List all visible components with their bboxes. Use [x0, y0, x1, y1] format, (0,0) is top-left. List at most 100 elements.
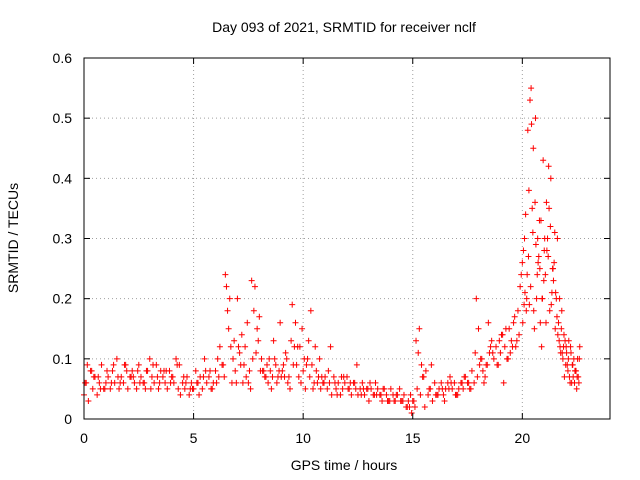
data-point [154, 374, 160, 380]
data-point [138, 374, 144, 380]
data-point [236, 344, 242, 350]
data-point [182, 386, 188, 392]
data-point [255, 338, 261, 344]
data-point [151, 380, 157, 386]
data-point [232, 368, 238, 374]
data-point [149, 374, 155, 380]
data-point [526, 302, 532, 308]
data-point [194, 380, 200, 386]
data-point [540, 157, 546, 163]
data-point [556, 338, 562, 344]
data-point [225, 308, 231, 314]
data-point [164, 386, 170, 392]
data-point [543, 320, 549, 326]
data-point [109, 368, 115, 374]
data-point [414, 386, 420, 392]
data-point [502, 344, 508, 350]
data-point [529, 205, 535, 211]
data-point [274, 380, 280, 386]
data-point [525, 127, 531, 133]
data-point [536, 217, 542, 223]
plot-frame [84, 58, 610, 419]
data-point [508, 338, 514, 344]
data-point [535, 236, 541, 242]
grid-lines [84, 58, 610, 419]
data-point [226, 326, 232, 332]
data-point [234, 296, 240, 302]
data-point [135, 368, 141, 374]
data-point [537, 320, 543, 326]
data-point [242, 344, 248, 350]
data-point [511, 320, 517, 326]
data-point [325, 368, 331, 374]
data-point [493, 344, 499, 350]
data-point [111, 362, 117, 368]
data-point [227, 296, 233, 302]
data-point [479, 356, 485, 362]
x-tick-label: 5 [190, 430, 198, 446]
data-point [425, 392, 431, 398]
data-point [561, 374, 567, 380]
data-point [143, 368, 149, 374]
data-point [216, 374, 222, 380]
data-point [199, 386, 205, 392]
data-point [97, 386, 103, 392]
data-point [358, 392, 364, 398]
data-point [539, 296, 545, 302]
data-point [129, 368, 135, 374]
data-point [548, 302, 554, 308]
data-point [517, 284, 523, 290]
data-point [460, 386, 466, 392]
data-point [554, 314, 560, 320]
data-point [489, 338, 495, 344]
data-point [272, 356, 278, 362]
data-point [183, 380, 189, 386]
data-point [439, 386, 445, 392]
data-point [447, 374, 453, 380]
data-point [296, 374, 302, 380]
data-point [379, 398, 385, 404]
data-point [217, 344, 223, 350]
data-point [285, 380, 291, 386]
data-point [367, 380, 373, 386]
data-point [115, 374, 121, 380]
data-point [303, 362, 309, 368]
data-point [244, 320, 250, 326]
data-point [545, 254, 551, 260]
data-point [550, 266, 556, 272]
data-point [162, 380, 168, 386]
data-point [91, 374, 97, 380]
data-point [552, 229, 558, 235]
data-point [317, 356, 323, 362]
data-point [222, 272, 228, 278]
data-point [520, 320, 526, 326]
data-point [277, 320, 283, 326]
data-point [415, 350, 421, 356]
data-point [527, 97, 533, 103]
data-point [313, 368, 319, 374]
data-point [265, 380, 271, 386]
data-point [193, 368, 199, 374]
data-point [300, 368, 306, 374]
data-point [230, 356, 236, 362]
data-point [301, 356, 307, 362]
data-point [488, 344, 494, 350]
data-point [558, 326, 564, 332]
data-point [577, 344, 583, 350]
data-point [568, 344, 574, 350]
data-point [271, 338, 277, 344]
data-point [252, 284, 258, 290]
data-point [569, 362, 575, 368]
data-point [131, 380, 137, 386]
data-point [466, 380, 472, 386]
data-point [388, 386, 394, 392]
data-point [440, 392, 446, 398]
data-point [239, 332, 245, 338]
data-point [499, 332, 505, 338]
data-point [383, 392, 389, 398]
data-point [530, 229, 536, 235]
data-point [559, 308, 565, 314]
data-point [249, 278, 255, 284]
data-point [539, 344, 545, 350]
data-point [181, 374, 187, 380]
